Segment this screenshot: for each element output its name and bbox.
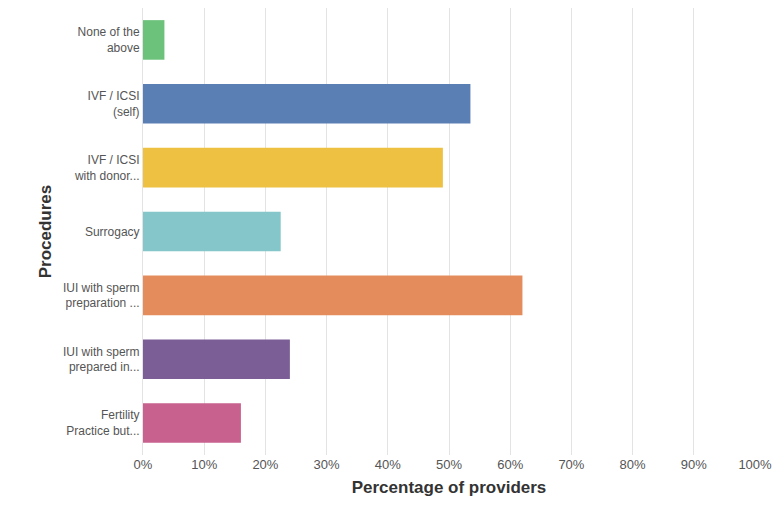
svg-text:FertilityPractice but...: FertilityPractice but... [66,408,139,438]
svg-text:80%: 80% [620,457,646,472]
svg-text:20%: 20% [252,457,278,472]
svg-text:None of theabove: None of theabove [78,25,140,55]
svg-text:Procedures: Procedures [36,185,55,279]
svg-text:IVF / ICSIwith donor...: IVF / ICSIwith donor... [74,153,140,183]
svg-text:100%: 100% [738,457,772,472]
svg-text:90%: 90% [681,457,707,472]
svg-text:IUI with spermpreparation ...: IUI with spermpreparation ... [63,281,140,311]
svg-text:50%: 50% [436,457,462,472]
svg-text:IUI with spermprepared in...: IUI with spermprepared in... [63,345,140,375]
svg-text:60%: 60% [497,457,523,472]
svg-text:IVF / ICSI(self): IVF / ICSI(self) [88,89,140,119]
svg-text:10%: 10% [191,457,217,472]
svg-text:30%: 30% [314,457,340,472]
svg-text:40%: 40% [375,457,401,472]
svg-text:0%: 0% [134,457,153,472]
svg-text:70%: 70% [558,457,584,472]
svg-text:Percentage of providers: Percentage of providers [352,478,547,497]
svg-text:Surrogacy: Surrogacy [85,225,140,239]
